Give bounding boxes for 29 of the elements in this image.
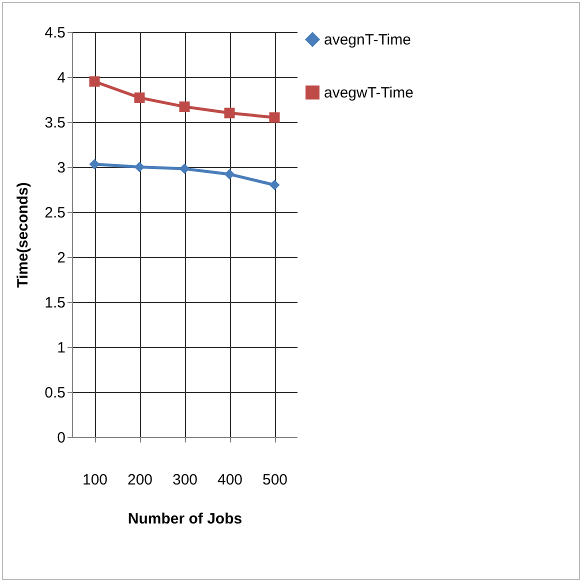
point [179, 101, 190, 112]
point [269, 112, 280, 123]
point [269, 180, 280, 190]
legend-label: avegnT-Time [324, 32, 411, 48]
legend-label: avegwT-Time [324, 84, 414, 102]
y-tick-label: 4.5 [44, 24, 66, 42]
x-axis-title: Number of Jobs [128, 510, 242, 528]
point [179, 164, 190, 174]
y-tick-label: 0 [57, 430, 66, 446]
point [89, 76, 100, 87]
y-tick-label: 4 [57, 70, 66, 86]
x-tick-label: 200 [127, 472, 153, 488]
x-tick-label: 100 [82, 472, 108, 488]
y-tick-label: 1 [57, 340, 66, 356]
y-tick-label: 2.5 [44, 204, 66, 222]
y-tick-label: 2 [57, 250, 66, 266]
y-tick-label: 1.5 [44, 294, 66, 312]
y-tick-label: 3.5 [44, 114, 66, 132]
point [89, 159, 100, 170]
point [224, 108, 235, 118]
y-axis-title: Time(seconds) [14, 182, 32, 288]
y-tick-label: 3 [57, 160, 66, 176]
point [134, 162, 145, 172]
point [134, 92, 145, 103]
y-tick-label: 0.5 [44, 384, 66, 402]
x-tick-label: 300 [172, 472, 198, 488]
x-tick-label: 500 [262, 472, 288, 488]
x-tick-label: 400 [217, 472, 243, 488]
point [224, 168, 235, 180]
